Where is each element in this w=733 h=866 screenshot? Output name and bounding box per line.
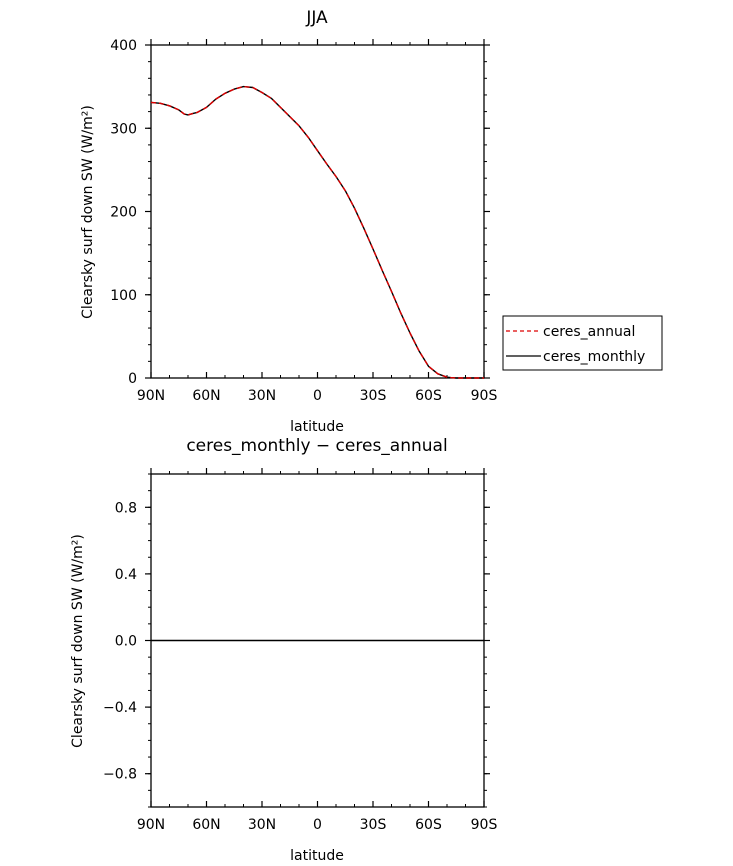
bottom-x-tick-label: 60S xyxy=(415,817,442,833)
top-axis-ticks: 90N 60N 30N 0 30S 60S 90S 0 100 200 300 400 xyxy=(110,38,497,404)
top-x-tick-label: 90N xyxy=(137,388,165,404)
top-y-tick-label: 0 xyxy=(128,371,137,387)
bottom-y-tick-label: −0.8 xyxy=(103,767,137,783)
bottom-x-tick-label: 60N xyxy=(192,817,220,833)
bottom-y-tick-label: 0.4 xyxy=(115,567,137,583)
top-y-tick-label: 400 xyxy=(110,38,137,54)
top-series-group xyxy=(150,85,484,379)
bottom-chart-title: ceres_monthly − ceres_annual xyxy=(186,436,447,456)
bottom-x-tick-label: 90N xyxy=(137,817,165,833)
bottom-x-tick-label: 0 xyxy=(313,817,322,833)
top-series-line-ceres-monthly xyxy=(150,85,484,379)
top-chart-title: JJA xyxy=(305,8,328,28)
top-y-tick-label: 200 xyxy=(110,205,137,221)
top-series-line-ceres-annual xyxy=(150,85,484,379)
legend-label-ceres-annual: ceres_annual xyxy=(543,324,635,340)
top-y-tick-label: 300 xyxy=(110,121,137,137)
top-x-tick-label: 30S xyxy=(360,388,387,404)
top-y-tick-label: 100 xyxy=(110,288,137,304)
top-x-tick-label: 30N xyxy=(248,388,276,404)
bottom-chart-panel: ceres_monthly − ceres_annual 90N 60N 30N 0 3… xyxy=(70,436,497,864)
top-plot-frame xyxy=(150,44,485,379)
legend-box xyxy=(502,315,663,371)
top-x-tick-label: 60S xyxy=(415,388,442,404)
bottom-x-tick-label: 90S xyxy=(471,817,498,833)
bottom-y-tick-label: 0.0 xyxy=(115,634,137,650)
top-x-tick-label: 90S xyxy=(471,388,498,404)
bottom-x-axis-label: latitude xyxy=(290,848,344,864)
top-y-axis-label: Clearsky surf down SW (W/m²) xyxy=(80,105,96,319)
bottom-y-tick-label: 0.8 xyxy=(115,500,137,516)
bottom-x-tick-label: 30N xyxy=(248,817,276,833)
top-x-tick-label: 60N xyxy=(192,388,220,404)
legend-label-ceres-monthly: ceres_monthly xyxy=(543,349,645,365)
bottom-x-tick-label: 30S xyxy=(360,817,387,833)
bottom-y-tick-label: −0.4 xyxy=(103,700,137,716)
legend: ceres_annual ceres_monthly xyxy=(502,315,663,371)
bottom-y-axis-label: Clearsky surf down SW (W/m²) xyxy=(70,534,86,748)
bottom-axis-ticks: 90N 60N 30N 0 30S 60S 90S −0.8 −0.4 0.0 0.4 0.8 xyxy=(103,468,497,833)
top-x-axis-label: latitude xyxy=(290,419,344,435)
top-x-tick-label: 0 xyxy=(313,388,322,404)
top-chart-panel: JJA 90N 60N 30N 0 30S 60S 90S 0 100 200 300 400 lat… xyxy=(80,8,497,435)
